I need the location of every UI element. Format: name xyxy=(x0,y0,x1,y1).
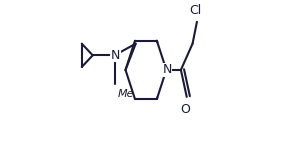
Text: N: N xyxy=(111,49,120,62)
Text: N: N xyxy=(162,63,172,76)
Text: O: O xyxy=(180,103,190,116)
Text: Me: Me xyxy=(118,89,134,99)
Text: Cl: Cl xyxy=(189,4,202,17)
